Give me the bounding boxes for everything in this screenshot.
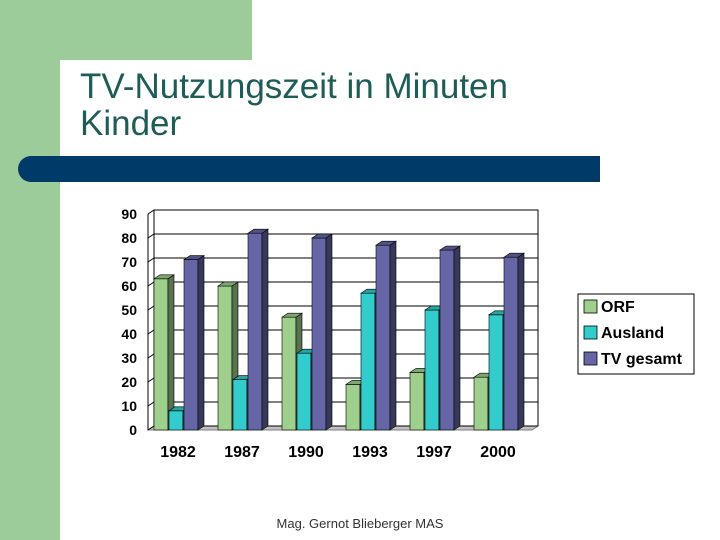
bar-front xyxy=(153,278,169,431)
bar-front xyxy=(247,232,263,431)
bar xyxy=(183,255,205,431)
y-tick-label: 20 xyxy=(121,374,137,390)
bar xyxy=(247,228,269,431)
x-tick-label: 1987 xyxy=(224,444,260,461)
slide-title: TV-Nutzungszeit in Minuten Kinder xyxy=(80,68,640,142)
bar-side xyxy=(261,228,269,431)
background-accent-top xyxy=(0,0,252,60)
bar-side xyxy=(389,240,397,431)
chart-legend: ORF Ausland TV gesamt xyxy=(577,293,695,375)
legend-label: TV gesamt xyxy=(601,351,683,368)
bar xyxy=(153,274,175,431)
bar-side xyxy=(453,245,461,431)
bar-front xyxy=(439,249,455,431)
y-tick-label: 30 xyxy=(121,350,137,366)
bar-side xyxy=(167,274,175,431)
bar-front xyxy=(473,376,489,431)
bar-front xyxy=(281,316,297,431)
background-accent-left xyxy=(0,60,60,540)
bar-front xyxy=(375,244,391,431)
bar-top xyxy=(153,274,175,280)
bar-side xyxy=(517,252,525,431)
gridline-side xyxy=(147,425,155,431)
bar xyxy=(217,281,239,431)
legend-swatch xyxy=(583,351,598,366)
legend-swatch xyxy=(583,299,598,314)
x-tick-label: 2000 xyxy=(480,444,516,461)
bar-front xyxy=(217,285,233,431)
bar-front xyxy=(345,384,361,431)
bar-front xyxy=(232,379,248,431)
bar-side xyxy=(325,233,333,431)
y-tick-label: 10 xyxy=(121,398,137,414)
slide-title-line-2: Kinder xyxy=(80,104,182,143)
bar xyxy=(375,240,397,431)
gridline-side xyxy=(147,305,155,311)
slide-title-line-1: TV-Nutzungszeit in Minuten xyxy=(80,67,508,106)
gridline-side xyxy=(147,377,155,383)
bar-front xyxy=(296,352,312,431)
slide-footer: Mag. Gernot Blieberger MAS xyxy=(276,516,444,531)
bar-top xyxy=(311,233,333,239)
bar xyxy=(311,233,333,431)
legend-label: Ausland xyxy=(601,325,664,342)
bar-top xyxy=(183,255,205,260)
y-tick-label: 60 xyxy=(121,278,137,294)
bar xyxy=(439,245,461,431)
bar xyxy=(503,252,525,431)
bar-front xyxy=(424,309,440,431)
y-tick-label: 0 xyxy=(129,422,137,438)
x-tick-label: 1990 xyxy=(288,444,324,461)
y-tick-label: 50 xyxy=(121,302,137,318)
bar-front xyxy=(488,314,504,431)
bar-side xyxy=(197,255,205,431)
y-tick-label: 80 xyxy=(121,230,137,246)
bar-top xyxy=(281,312,303,318)
bar-front xyxy=(168,410,184,431)
gridline-side xyxy=(147,401,155,407)
bar-top xyxy=(375,240,397,246)
x-tick-label: 1997 xyxy=(416,444,452,461)
legend-label: ORF xyxy=(601,299,635,316)
gridline-side xyxy=(147,209,155,215)
bar-front xyxy=(409,372,425,431)
bar-front xyxy=(360,292,376,431)
title-divider-bar xyxy=(18,156,600,182)
y-tick-label: 70 xyxy=(121,254,137,270)
x-tick-label: 1993 xyxy=(352,444,388,461)
bar-top xyxy=(247,228,269,234)
gridline-side xyxy=(147,233,155,239)
bar-top xyxy=(503,252,525,258)
bar-top xyxy=(217,281,239,287)
bar-front xyxy=(183,259,199,431)
gridline-side xyxy=(147,329,155,335)
x-tick-label: 1982 xyxy=(160,444,196,461)
y-tick-label: 90 xyxy=(121,206,137,222)
bar-top xyxy=(439,245,461,251)
gridline-side xyxy=(147,257,155,263)
y-tick-label: 40 xyxy=(121,326,137,342)
legend-swatch xyxy=(583,325,598,340)
gridline-side xyxy=(147,353,155,359)
bar-front xyxy=(311,237,327,431)
bar-front xyxy=(503,256,519,431)
gridline-side xyxy=(147,281,155,287)
